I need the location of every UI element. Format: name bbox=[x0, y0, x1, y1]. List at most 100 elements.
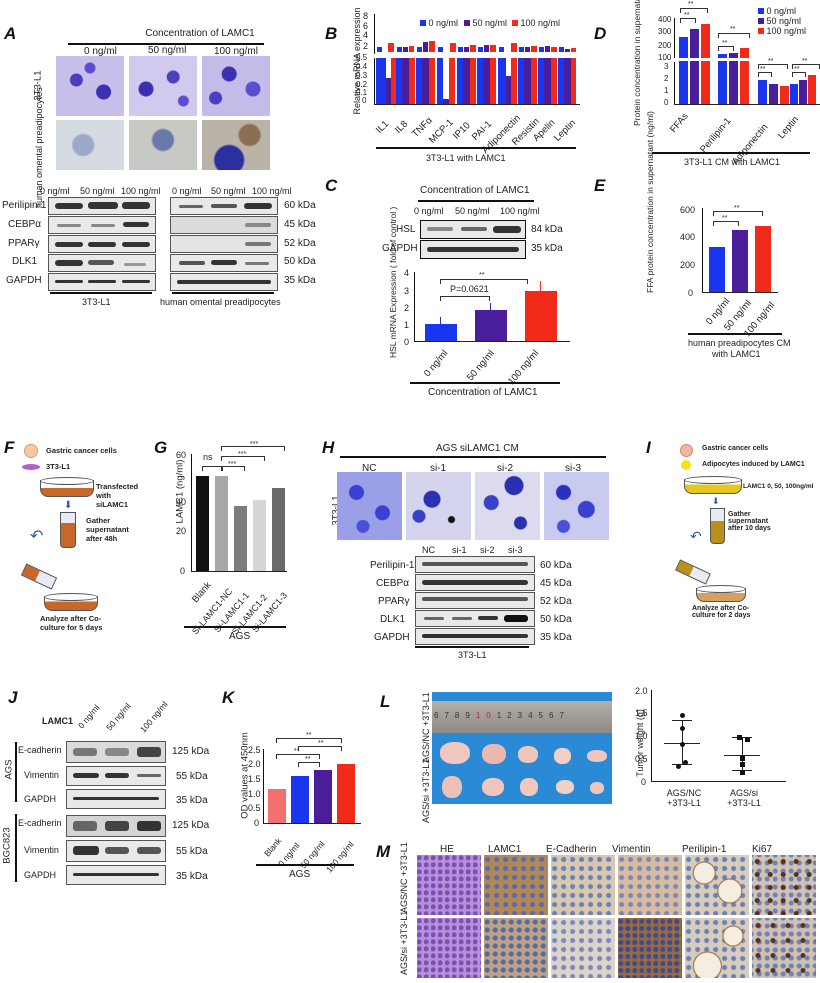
legend-100: 100 ng/ml bbox=[758, 26, 806, 36]
blot-row-label: PPARγ bbox=[378, 596, 410, 607]
kda-label: 84 kDa bbox=[531, 224, 563, 235]
group-label: human omental preadipocytes bbox=[160, 297, 281, 307]
col-label: Vimentin bbox=[612, 844, 651, 855]
step-text: Gather supernatant after 48h bbox=[86, 516, 129, 543]
col-label: 50 ng/ml bbox=[455, 206, 490, 216]
arrow-down-icon: ⬇ bbox=[64, 500, 73, 511]
panel-a-header: Concentration of LAMC1 bbox=[145, 28, 255, 39]
kda-label: 55 kDa bbox=[176, 846, 208, 857]
ihc-vim-nc bbox=[618, 855, 682, 915]
tilted-tube-icon bbox=[20, 563, 58, 590]
group-label: 3T3-L1 bbox=[82, 297, 111, 307]
blot-a-left-dlk1 bbox=[48, 254, 156, 272]
blot-j-bgc-ecad bbox=[66, 815, 166, 837]
blot-col-label: 100 ng/ml bbox=[252, 186, 292, 196]
blot-row-label: GAPDH bbox=[6, 275, 42, 286]
x-tick: IL8 bbox=[393, 118, 411, 136]
y-axis-label: FFA protein concentration in supernatant… bbox=[645, 111, 655, 293]
col-label: 50 ng/ml bbox=[148, 45, 187, 56]
y-axis-lower bbox=[374, 58, 375, 104]
col-label: 50 ng/ml bbox=[104, 701, 133, 733]
kda-label: 125 kDa bbox=[172, 820, 210, 831]
x-axis bbox=[374, 104, 580, 105]
blot-j-ags-gapdh bbox=[66, 789, 166, 809]
x-tick: Leptin bbox=[776, 114, 802, 142]
gastric-cell-icon bbox=[24, 444, 38, 458]
panel-d-label: D bbox=[594, 24, 607, 43]
blot-a-right-cebpa bbox=[170, 216, 278, 234]
panel-j-label: J bbox=[8, 688, 18, 707]
col-label: si-3 bbox=[565, 463, 582, 474]
chart-b-upper bbox=[376, 38, 576, 52]
y-axis-label: Protein concentration in supernatant (ng… bbox=[632, 0, 642, 126]
treatment-label: LAMC1 bbox=[42, 716, 73, 726]
x-tick: FFAs bbox=[668, 111, 691, 136]
col-label: 0 ng/ml bbox=[84, 46, 117, 57]
y-axis-label: HSL mRNA Expression ( fold of control ) bbox=[388, 206, 398, 358]
blot-col-label: 50 ng/ml bbox=[211, 186, 246, 196]
x-tick: 100 ng/ml bbox=[324, 839, 356, 875]
micrograph-preadip-0 bbox=[56, 120, 124, 170]
blot-col-label: 0 ng/ml bbox=[172, 186, 202, 196]
col-label: 0 ng/ml bbox=[414, 206, 444, 216]
step-text: Analyze after Co-culture for 2 days bbox=[692, 605, 751, 619]
blot-h-perilipin bbox=[415, 556, 535, 573]
y-axis-upper bbox=[374, 14, 375, 54]
chart-l-scatter bbox=[652, 690, 786, 781]
legend-50: 50 ng/ml bbox=[758, 16, 801, 26]
blot-row-label: CEBPα bbox=[8, 219, 42, 230]
tilted-tube-icon bbox=[675, 559, 711, 585]
adipocyte-icon bbox=[681, 460, 691, 470]
micrograph-3t3-50 bbox=[129, 56, 197, 116]
col-label: 0 ng/ml bbox=[76, 702, 102, 731]
chart-c-bars bbox=[415, 272, 570, 341]
group-label: 3T3-L1 bbox=[458, 650, 487, 660]
blot-row-label: GAPDH bbox=[24, 794, 57, 804]
3t3-cell-icon bbox=[22, 464, 40, 470]
micrograph-si2 bbox=[475, 472, 540, 540]
blot-a-left-perilipin bbox=[48, 197, 156, 215]
group-line bbox=[172, 292, 274, 294]
blot-j-ags-vim bbox=[66, 766, 166, 786]
ihc-he-si bbox=[417, 918, 481, 978]
kda-label: 35 kDa bbox=[284, 275, 316, 286]
micrograph-si1 bbox=[406, 472, 471, 540]
ihc-perilipin-si bbox=[685, 918, 749, 978]
col-label: Ki67 bbox=[752, 844, 773, 855]
col-label: E-Cadherin bbox=[546, 844, 597, 855]
blot-row-label: GAPDH bbox=[382, 243, 418, 254]
group-line bbox=[50, 292, 152, 294]
kda-label: 35 kDa bbox=[176, 795, 208, 806]
step-text: Gather supernatant after 10 days bbox=[728, 511, 771, 532]
col-label: HE bbox=[440, 844, 454, 855]
kda-label: 45 kDa bbox=[540, 578, 572, 589]
ihc-ki67-nc bbox=[752, 855, 816, 915]
arrow-down-icon: ⬇ bbox=[712, 496, 720, 506]
group-label: human preadipocytes CM bbox=[688, 338, 791, 348]
ihc-lamc1-nc bbox=[484, 855, 548, 915]
group-label: Concentration of LAMC1 bbox=[428, 387, 538, 398]
micrograph-preadip-50 bbox=[129, 120, 197, 170]
blot-a-right-gapdh bbox=[170, 273, 278, 291]
blot-row-label: DLK1 bbox=[380, 614, 406, 625]
panel-e-label: E bbox=[594, 176, 606, 195]
chart-g-bars bbox=[192, 454, 287, 571]
blot-row-label: Vimentin bbox=[24, 845, 59, 855]
kda-label: 52 kDa bbox=[540, 596, 572, 607]
kda-label: 45 kDa bbox=[284, 219, 316, 230]
blot-a-right-pparg bbox=[170, 235, 278, 253]
panel-a-label: A bbox=[4, 24, 17, 43]
col-label: 100 ng/ml bbox=[500, 206, 540, 216]
blot-row-label: DLK1 bbox=[12, 256, 38, 267]
panel-f-label: F bbox=[4, 438, 15, 457]
panel-i-label: I bbox=[646, 438, 651, 457]
x-tick: AGS/si +3T3-L1 bbox=[727, 788, 761, 808]
x-tick: Blank bbox=[190, 579, 214, 606]
group-label: AGS bbox=[229, 631, 251, 642]
row-label: AGS/NC +3T3-L1 bbox=[421, 692, 431, 763]
kda-label: 50 kDa bbox=[284, 256, 316, 267]
blot-row-label: Vimentin bbox=[24, 770, 59, 780]
legend-50: 50 ng/ml bbox=[464, 18, 507, 28]
micrograph-3t3-100 bbox=[202, 56, 270, 116]
panel-h-header: AGS siLAMC1 CM bbox=[436, 443, 519, 454]
